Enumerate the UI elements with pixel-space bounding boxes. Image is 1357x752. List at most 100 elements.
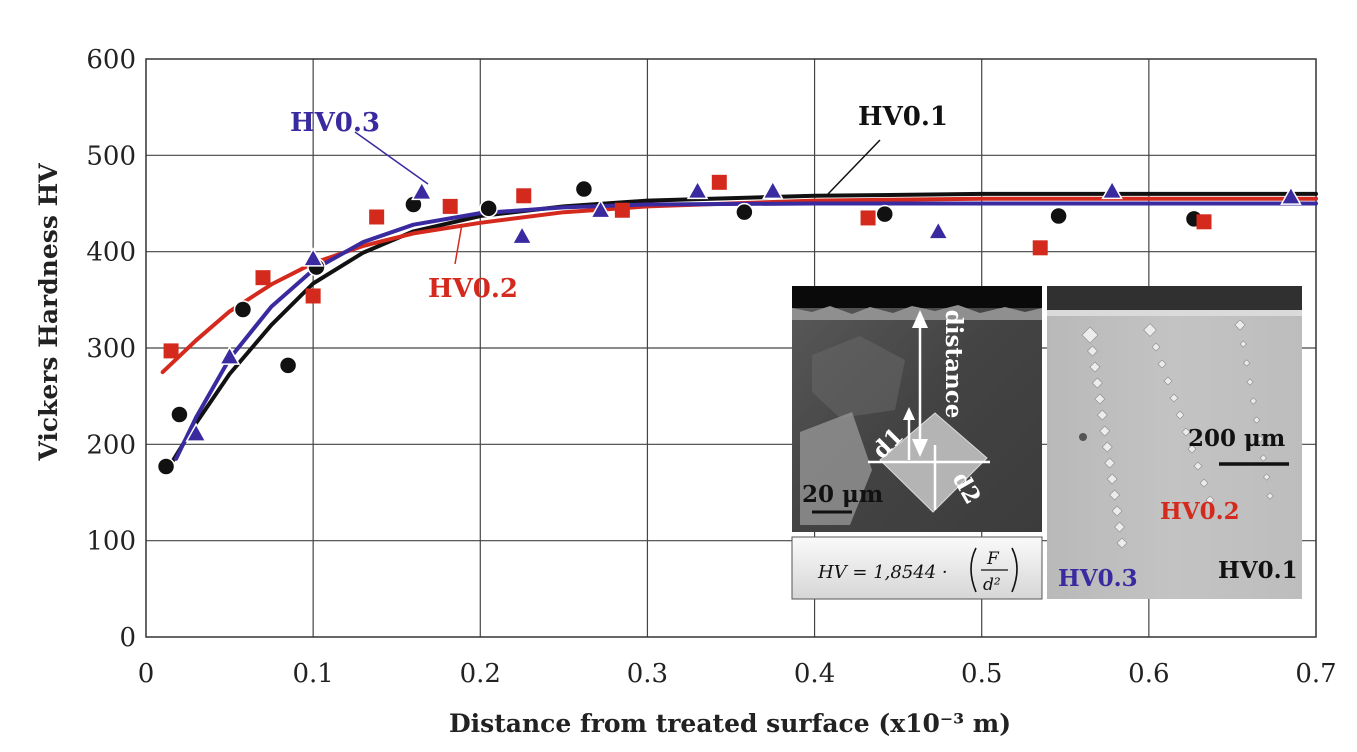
right-scale-label: 200 μm bbox=[1188, 425, 1285, 452]
indentation-mark bbox=[1199, 478, 1209, 488]
indentation-mark bbox=[1246, 378, 1254, 386]
sem-left-top-band bbox=[792, 286, 1042, 308]
indentation-mark bbox=[1099, 425, 1111, 437]
inset-label-hv03: HV0.3 bbox=[1058, 565, 1138, 592]
sem-right-defect bbox=[1079, 433, 1087, 441]
point-hv02 bbox=[442, 198, 458, 214]
y-tick-label: 200 bbox=[86, 430, 136, 460]
x-axis-label: Distance from treated surface (x10⁻³ m) bbox=[449, 709, 1011, 738]
sem-left-grain bbox=[812, 336, 905, 418]
indentation-mark bbox=[1239, 340, 1247, 348]
y-tick-label: 300 bbox=[86, 334, 136, 364]
indentation-mark bbox=[1109, 489, 1121, 501]
y-axis-label: Vickers Hardness HV bbox=[34, 163, 63, 462]
point-hv02 bbox=[860, 210, 876, 226]
formula-right-paren bbox=[1011, 547, 1018, 593]
point-hv01 bbox=[170, 405, 189, 424]
y-tick-label: 100 bbox=[86, 527, 136, 557]
indentation-mark bbox=[1253, 416, 1261, 424]
sem-right-surface-edge bbox=[1047, 310, 1302, 316]
x-tick-label: 0.3 bbox=[627, 659, 668, 689]
point-hv02 bbox=[1032, 240, 1048, 256]
indentation-mark bbox=[1089, 361, 1101, 373]
indentation-mark bbox=[1081, 326, 1099, 344]
formula-numerator: F bbox=[986, 549, 1000, 569]
x-tick-labels: 0 0.1 0.2 0.3 0.4 0.5 0.6 0.7 bbox=[138, 659, 1337, 689]
formula-denominator: d² bbox=[983, 575, 1001, 595]
inset-right-micrograph: 200 μm HV0.2 HV0.3 HV0.1 bbox=[1047, 286, 1302, 599]
formula-lhs: HV = 1,8544 · bbox=[817, 562, 948, 583]
indentation-mark bbox=[1096, 409, 1108, 421]
point-hv03 bbox=[1280, 185, 1302, 205]
indentation-mark bbox=[1111, 505, 1123, 517]
point-hv03 bbox=[762, 179, 784, 200]
y-tick-label: 600 bbox=[86, 45, 136, 75]
plot-frame bbox=[145, 58, 1317, 638]
point-hv03 bbox=[185, 422, 207, 442]
y-tick-labels: 0 100 200 300 400 500 600 bbox=[86, 45, 136, 653]
fit-curve-hv01 bbox=[169, 191, 1318, 466]
hv01-leader-line bbox=[827, 139, 881, 195]
indentation-mark bbox=[1151, 342, 1161, 352]
indentation-mark bbox=[1259, 454, 1267, 462]
fit-curve-hv03 bbox=[174, 201, 1318, 461]
indentation-mark bbox=[1091, 377, 1103, 389]
indentation-mark bbox=[1193, 461, 1203, 471]
annotation-hv02: HV0.2 bbox=[428, 274, 518, 304]
annotation-hv03: HV0.3 bbox=[290, 108, 380, 138]
indentation-mark bbox=[1256, 435, 1264, 443]
point-hv02 bbox=[711, 174, 727, 190]
d1-arrow-head-top bbox=[903, 407, 915, 420]
inset-label-hv01: HV0.1 bbox=[1218, 557, 1298, 584]
formula-box: HV = 1,8544 · F d² bbox=[791, 536, 1043, 600]
inset-label-hv02: HV0.2 bbox=[1160, 498, 1240, 525]
point-hv02 bbox=[614, 202, 630, 218]
point-hv02 bbox=[516, 188, 532, 204]
point-hv02 bbox=[1196, 214, 1212, 230]
distance-label: distance bbox=[940, 310, 967, 419]
point-hv03 bbox=[511, 225, 533, 245]
point-hv02 bbox=[163, 343, 179, 359]
left-scale-label: 20 μm bbox=[802, 481, 883, 508]
x-tick-label: 0.1 bbox=[292, 659, 333, 689]
indentation-mark bbox=[1187, 444, 1197, 454]
indentation-mark bbox=[1114, 521, 1125, 533]
indentation-mark bbox=[1266, 492, 1274, 500]
indentation-mark bbox=[1169, 393, 1179, 403]
point-hv03 bbox=[589, 199, 612, 219]
point-hv03 bbox=[927, 220, 950, 240]
point-hv01 bbox=[233, 300, 253, 319]
indentation-mark bbox=[1106, 473, 1118, 485]
point-hv01 bbox=[735, 202, 754, 222]
hv03-leader-line bbox=[354, 131, 429, 185]
point-hv01 bbox=[156, 457, 176, 476]
indentation-mark bbox=[1157, 359, 1167, 369]
indentation-mark bbox=[1094, 393, 1106, 405]
x-tick-label: 0.6 bbox=[1128, 659, 1169, 689]
x-tick-label: 0.4 bbox=[794, 659, 835, 689]
sem-left-surface-edge bbox=[792, 305, 1042, 320]
sem-right-top-band bbox=[1047, 286, 1302, 310]
indentation-mark bbox=[1104, 457, 1116, 469]
point-hv03 bbox=[1101, 179, 1123, 200]
sem-left-grain bbox=[800, 412, 872, 525]
indentation-mark bbox=[1263, 473, 1271, 481]
indentation-mark bbox=[1181, 427, 1191, 437]
point-hv02 bbox=[369, 209, 385, 225]
indentation-mark bbox=[1143, 323, 1157, 337]
point-hv03 bbox=[411, 180, 433, 201]
distance-arrow-head-top bbox=[912, 310, 928, 328]
point-hv03 bbox=[302, 247, 324, 267]
point-hv01 bbox=[875, 204, 895, 224]
indentation-mark bbox=[1116, 537, 1128, 549]
x-tick-label: 0.5 bbox=[961, 659, 1002, 689]
y-tick-label: 0 bbox=[119, 623, 136, 653]
indentation-mark bbox=[1175, 410, 1185, 420]
indentation-mark bbox=[1205, 495, 1215, 505]
x-tick-label: 0 bbox=[138, 659, 155, 689]
hv02-leader-line bbox=[454, 223, 463, 265]
point-hv01 bbox=[278, 356, 298, 375]
point-hv01 bbox=[574, 179, 594, 199]
point-hv01 bbox=[1049, 206, 1068, 226]
